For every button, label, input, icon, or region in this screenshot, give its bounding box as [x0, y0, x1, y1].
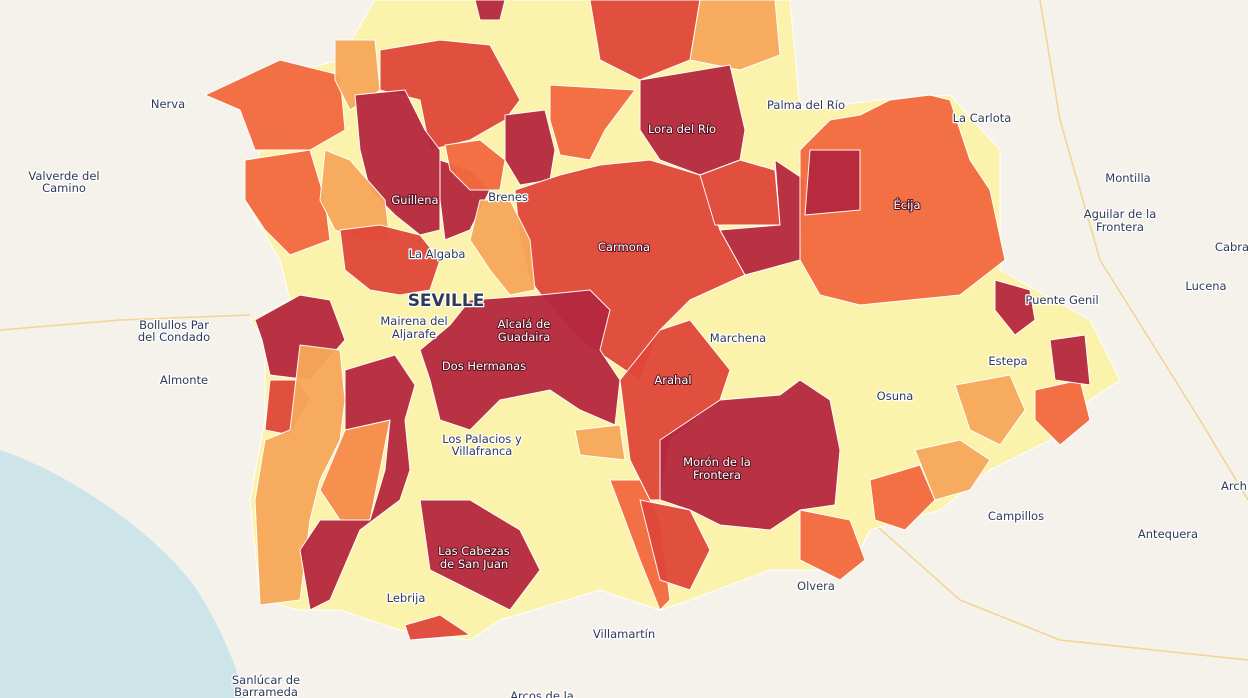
place-label: Cabra — [1215, 240, 1248, 254]
region — [589, 0, 701, 81]
city-label: SEVILLE — [408, 291, 485, 311]
place-label: Lora del Río — [648, 122, 716, 136]
label-line: Morón de la — [683, 455, 751, 469]
place-label: Arch — [1221, 479, 1247, 493]
region — [474, 0, 506, 21]
place-label: Palma del Río — [767, 98, 845, 112]
label-line: Bollullos Par — [139, 318, 209, 332]
place-label: Lucena — [1185, 279, 1226, 293]
region — [404, 614, 471, 641]
region — [954, 374, 1026, 446]
region — [244, 149, 331, 256]
place-label: Los Palacios y Villafranca — [442, 432, 522, 458]
place-label: Aguilar de la Frontera — [1084, 207, 1157, 234]
region — [804, 149, 861, 216]
region — [299, 354, 416, 611]
region — [869, 464, 936, 531]
region — [994, 279, 1036, 336]
region — [549, 84, 636, 161]
label-line: Los Palacios y — [442, 432, 522, 446]
place-label: Villamartín — [593, 627, 655, 641]
label-line: Las Cabezas — [438, 544, 510, 558]
region — [639, 499, 711, 591]
place-label: Mairena del Aljarafe — [380, 314, 447, 341]
place-label: Écija — [893, 197, 920, 212]
place-label: La Algaba — [409, 247, 466, 261]
sea — [0, 450, 245, 698]
place-label: Lebrija — [387, 591, 426, 605]
region — [469, 199, 536, 296]
label-line: Sanlúcar de — [232, 673, 300, 687]
label-line: Frontera — [693, 468, 741, 482]
place-label: Brenes — [488, 190, 528, 204]
region — [444, 139, 506, 191]
place-label: La Carlota — [953, 111, 1012, 125]
label-line: de San Juan — [440, 557, 508, 571]
place-label: Puente Genil — [1025, 293, 1098, 307]
label-line: Villafranca — [452, 444, 513, 458]
place-label: Estepa — [988, 354, 1027, 368]
label-line: Barrameda — [234, 685, 298, 698]
place-label: Montilla — [1105, 171, 1150, 185]
region — [799, 509, 866, 581]
place-label: Osuna — [877, 389, 914, 403]
place-label: Arcos de la — [510, 689, 574, 698]
region — [354, 89, 441, 236]
place-label: Sanlúcar de Barrameda — [232, 673, 300, 698]
place-label: Bollullos Par del Condado — [138, 318, 210, 344]
place-label: Olvera — [797, 579, 835, 593]
place-labels: Nerva Valverde del Camino Bollullos Par de… — [27, 96, 1248, 698]
place-label: Marchena — [710, 331, 766, 345]
road — [869, 519, 1248, 661]
place-label: Dos Hermanas — [442, 359, 526, 373]
label-line: Aguilar de la — [1084, 207, 1157, 221]
label-line: Guadaira — [498, 330, 551, 344]
label-line: del Condado — [138, 330, 210, 344]
region — [339, 224, 441, 296]
place-label: Antequera — [1138, 527, 1198, 541]
region — [419, 499, 541, 611]
region — [204, 59, 346, 151]
road — [0, 314, 251, 331]
place-label: Guillena — [391, 193, 438, 207]
label-line: Camino — [42, 181, 86, 195]
region — [799, 94, 1006, 306]
label-line: Frontera — [1096, 220, 1144, 234]
region — [689, 0, 781, 71]
label-line: Mairena del — [380, 314, 447, 328]
place-label: Morón de la Frontera — [683, 455, 751, 482]
place-label: Nerva — [151, 97, 185, 111]
region — [914, 439, 991, 501]
place-label: Campillos — [988, 509, 1044, 523]
region — [574, 424, 626, 461]
label-line: Alcalá de — [498, 317, 551, 331]
place-label: Alcalá de Guadaira — [498, 317, 551, 344]
label-line: Valverde del — [28, 169, 99, 183]
region — [1049, 334, 1091, 386]
road — [1039, 0, 1248, 501]
place-label: Almonte — [160, 373, 208, 387]
regions — [204, 0, 1121, 641]
label-line: Aljarafe — [392, 327, 436, 341]
region — [419, 289, 621, 431]
place-label: Arahal — [654, 373, 691, 387]
place-label: Las Cabezas de San Juan — [438, 544, 510, 571]
place-label: Valverde del Camino — [28, 169, 99, 195]
place-label: Carmona — [598, 240, 650, 254]
